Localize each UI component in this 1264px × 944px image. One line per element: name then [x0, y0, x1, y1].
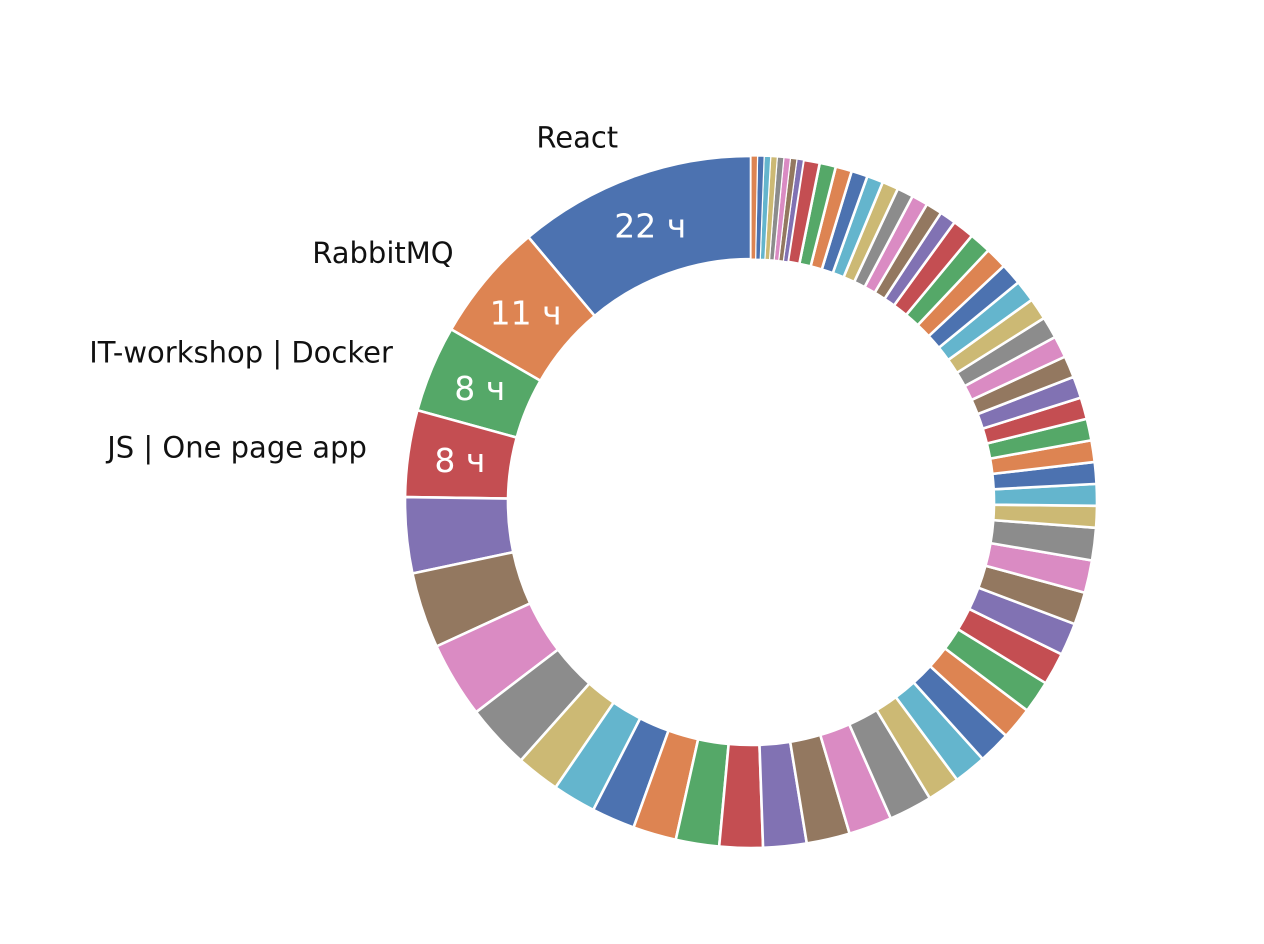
- slice-value-label: 22 ч: [614, 206, 686, 245]
- slice-value-label: 11 ч: [490, 294, 562, 333]
- donut-slice: [750, 155, 759, 260]
- slice-category-label: IT-workshop | Docker: [89, 336, 393, 370]
- labels-layer: 22 ч React 11 ч RabbitMQ 8 ч IT-workshop | Do…: [89, 120, 686, 480]
- slices-layer: [403, 154, 1099, 850]
- slice-category-label: React: [536, 120, 618, 154]
- slice-category-label: RabbitMQ: [312, 236, 453, 270]
- slice-value-label: 8 ч: [434, 441, 485, 480]
- slice-value-label: 8 ч: [454, 369, 505, 408]
- slice-category-label: JS | One page app: [105, 430, 367, 464]
